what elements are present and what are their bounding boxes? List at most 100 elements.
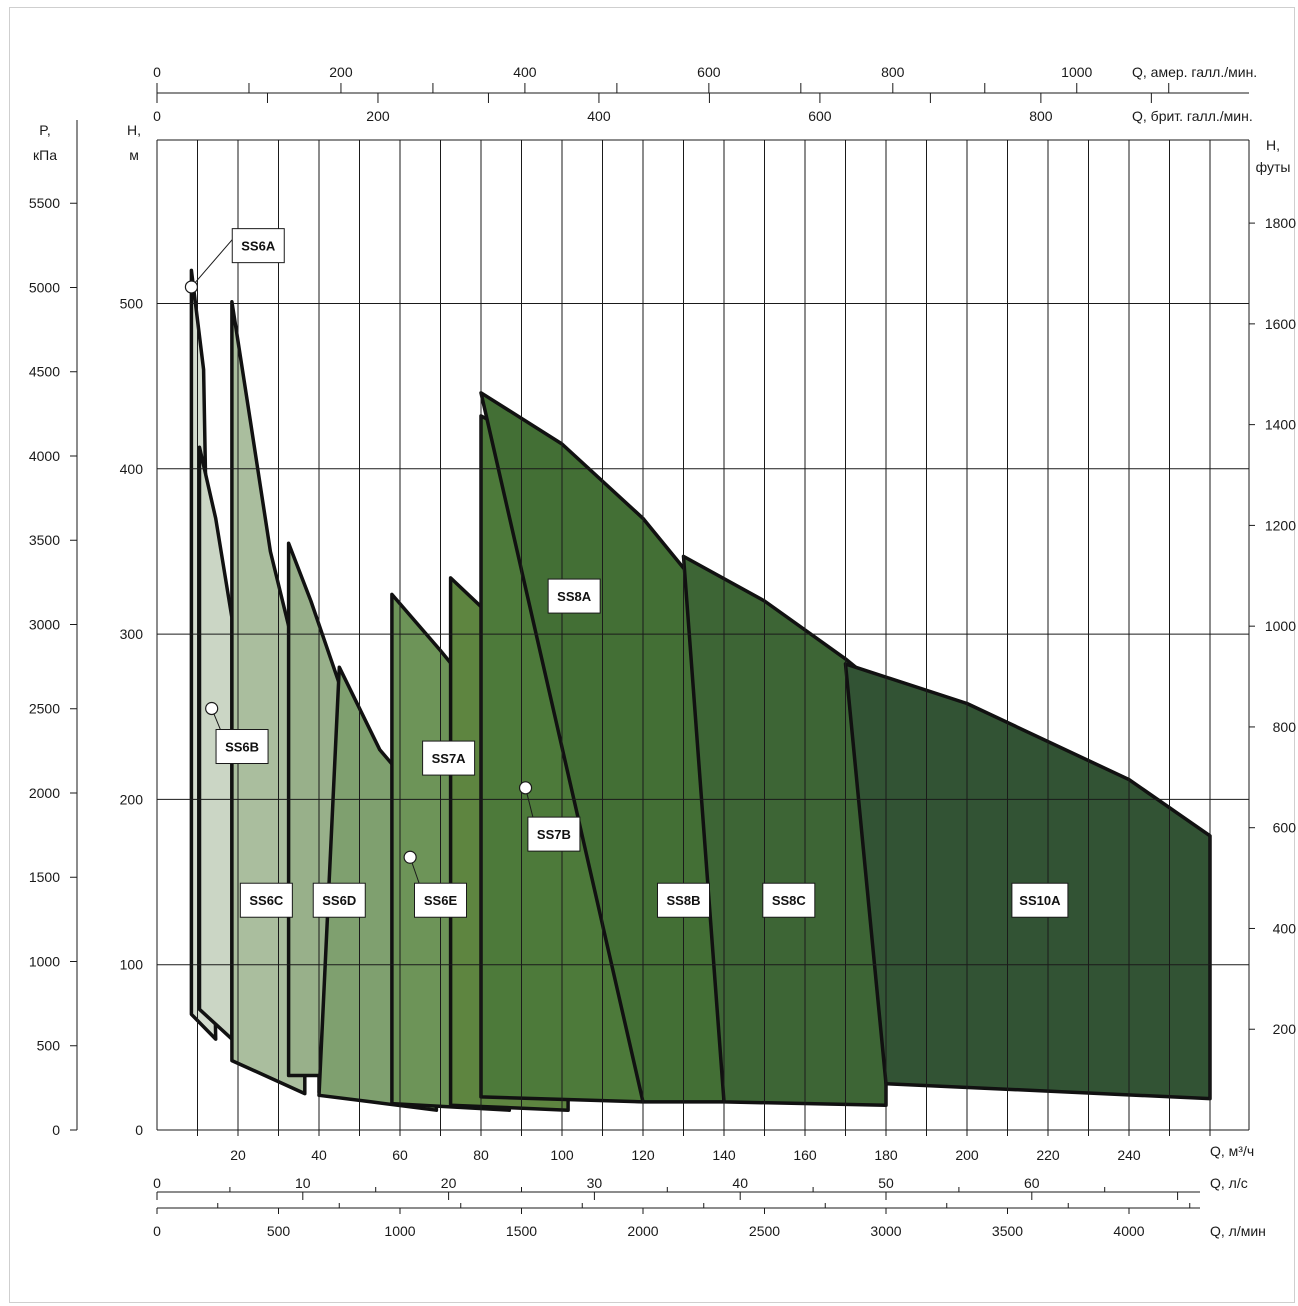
tick-pressure: 1000 [29,953,60,969]
tick-m3h: 140 [712,1147,736,1163]
label-box-ss7a [422,740,476,776]
axis-label-ls: Q, л/с [1210,1175,1248,1191]
tick-pressure: 5000 [29,279,60,295]
axis-label-head-m-unit: м [129,147,139,163]
tick-feet: 400 [1273,920,1297,936]
tick-pressure: 1500 [29,869,60,885]
tick-usgpm: 600 [697,64,721,80]
series-label-ss8b: SS8B [667,893,701,908]
tick-ls: 40 [732,1175,748,1191]
series-label-ss6e: SS6E [424,893,458,908]
tick-lmin: 2000 [627,1223,658,1239]
tick-usgpm: 200 [329,64,353,80]
series-label-ss6a: SS6A [241,239,276,254]
tick-feet: 1600 [1265,316,1296,332]
tick-pressure: 4500 [29,364,60,380]
tick-ls: 0 [153,1175,161,1191]
tick-m3h: 20 [230,1147,246,1163]
label-box-ss8a [547,578,601,614]
series-label-ss8c: SS8C [772,893,807,908]
tick-ukgpm: 200 [366,108,390,124]
series-label-ss10a: SS10A [1019,893,1061,908]
tick-head-m: 300 [120,626,144,642]
axis-label-feet: H, [1266,137,1280,153]
tick-ukgpm: 600 [808,108,832,124]
tick-usgpm: 400 [513,64,537,80]
tick-m3h: 80 [473,1147,489,1163]
tick-pressure: 3000 [29,616,60,632]
series-label-ss8a: SS8A [557,589,592,604]
tick-feet: 1200 [1265,517,1296,533]
tick-pressure: 500 [37,1038,61,1054]
tick-m3h: 200 [955,1147,979,1163]
axis-label-usgpm: Q, амер. галл./мин. [1132,64,1257,80]
tick-ls: 50 [878,1175,894,1191]
series-label-ss7b: SS7B [537,827,571,842]
tick-ls: 20 [441,1175,457,1191]
tick-lmin: 2500 [749,1223,780,1239]
tick-usgpm: 0 [153,64,161,80]
tick-usgpm: 1000 [1061,64,1092,80]
tick-pressure: 4000 [29,448,60,464]
series-label-ss6b: SS6B [225,740,259,755]
label-box-ss8c [762,882,816,918]
label-marker [184,280,199,294]
label-box-ss10a [1011,882,1069,918]
series-label-ss6d: SS6D [322,893,356,908]
chart-frame [9,7,1295,1303]
label-box-ss6d [312,882,366,918]
label-leader [191,232,239,288]
region-ss10a [843,662,1212,1101]
tick-feet: 200 [1273,1021,1297,1037]
tick-m3h: 60 [392,1147,408,1163]
tick-feet: 1800 [1265,215,1296,231]
tick-m3h: 180 [874,1147,898,1163]
grid-lines [157,140,1249,1130]
tick-ukgpm: 400 [587,108,611,124]
tick-feet: 800 [1273,719,1297,735]
tick-ls: 30 [587,1175,603,1191]
tick-head-m: 400 [120,461,144,477]
axis-label-pressure-unit: кПа [33,147,57,163]
label-box-ss7b [527,816,581,852]
label-box-ss6a [231,228,285,264]
axis-label-ukgpm: Q, брит. галл./мин. [1132,108,1253,124]
label-box-ss6e [414,882,467,918]
tick-lmin: 500 [267,1223,291,1239]
tick-usgpm: 800 [881,64,905,80]
tick-m3h: 160 [793,1147,817,1163]
tick-m3h: 220 [1036,1147,1060,1163]
tick-head-m: 100 [120,957,144,973]
axis-label-feet-unit: футы [1256,159,1291,175]
label-marker [403,850,417,864]
axis-label-lmin: Q, л/мин [1210,1223,1266,1239]
tick-pressure: 3500 [29,532,60,548]
series-label-ss6c: SS6C [249,893,284,908]
tick-pressure: 2500 [29,701,60,717]
tick-m3h: 120 [631,1147,655,1163]
label-marker [205,701,219,716]
tick-m3h: 240 [1117,1147,1141,1163]
label-box-ss6c [239,882,293,918]
tick-head-m: 0 [135,1122,143,1138]
series-label-ss7a: SS7A [432,751,467,766]
tick-m3h: 40 [311,1147,327,1163]
tick-lmin: 0 [153,1223,161,1239]
tick-ukgpm: 0 [153,108,161,124]
tick-pressure: 5500 [29,195,60,211]
axis-label-pressure: P, [39,122,50,138]
axis-label-head-m: H, [127,122,141,138]
tick-ukgpm: 800 [1029,108,1053,124]
label-box-ss8b [657,882,710,918]
tick-ls: 10 [295,1175,311,1191]
tick-feet: 1000 [1265,618,1296,634]
tick-lmin: 1000 [384,1223,415,1239]
label-marker [518,781,533,795]
label-box-ss6b [215,729,269,765]
tick-ls: 60 [1024,1175,1040,1191]
tick-lmin: 3500 [992,1223,1023,1239]
axis-label-m3h: Q, м³/ч [1210,1143,1254,1159]
series-labels: SS6A SS6B SS6C SS6D SS6E SS7A SS7B SS8A SS8B SS8C… [184,228,1069,918]
tick-feet: 600 [1273,820,1297,836]
